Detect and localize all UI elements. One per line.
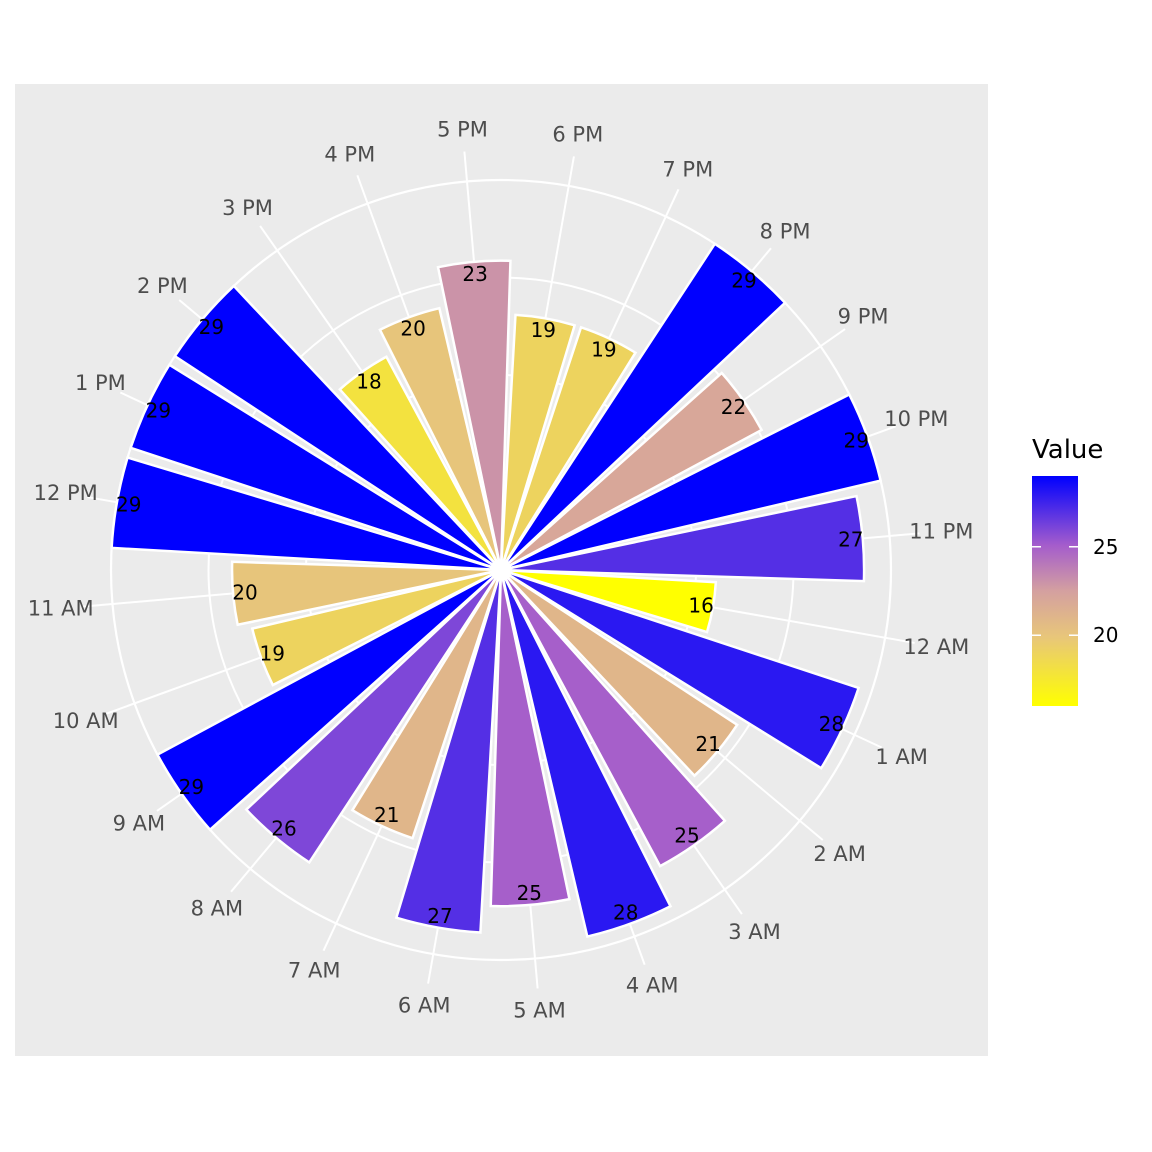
bar-12-pm: [110, 456, 502, 572]
bar-11-am: [230, 560, 502, 627]
bar-3-am: [499, 569, 727, 868]
value-label: 29: [146, 398, 171, 422]
value-label: 25: [674, 824, 699, 848]
tick-label: 3 AM: [728, 920, 781, 944]
tick-label: 12 PM: [34, 481, 98, 505]
bar-2-pm: [173, 284, 502, 572]
bar-5-am: [489, 569, 571, 908]
value-label: 29: [843, 429, 868, 453]
bar-1-pm: [129, 363, 502, 572]
bar-10-pm: [500, 392, 883, 572]
tick-label: 5 AM: [513, 998, 566, 1022]
value-label: 28: [819, 712, 844, 736]
bar-8-pm: [499, 242, 787, 571]
bar-5-pm: [436, 259, 512, 571]
tick-label: 4 PM: [324, 143, 375, 167]
value-label: 20: [400, 317, 425, 341]
value-label: 16: [688, 593, 713, 617]
bar-2-am: [500, 568, 739, 778]
bar-3-pm: [338, 355, 503, 571]
tick-label: 11 PM: [909, 520, 973, 544]
legend-colorbar: [1032, 476, 1078, 706]
bar-8-am: [244, 569, 503, 865]
tick-label: 2 PM: [137, 274, 188, 298]
tick-label: 5 PM: [437, 118, 488, 142]
angle-tick-labels: 12 AM 1 AM 2 AM 3 AM 4 AM 5 AM 6 AM 7 AM 8 AM 9 A…: [28, 118, 974, 1023]
value-label: 29: [731, 268, 756, 292]
tick-label: 9 AM: [113, 812, 166, 836]
tick-label: 6 PM: [552, 123, 603, 147]
bar-7-am: [350, 569, 503, 840]
grid-circle: [109, 178, 893, 962]
value-label: 29: [179, 775, 204, 799]
value-label: 28: [613, 901, 638, 925]
bar-9-am: [155, 568, 502, 832]
tick-label: 7 PM: [662, 157, 713, 181]
legend-tick-label: 25: [1093, 535, 1118, 559]
value-label: 27: [427, 904, 452, 928]
value-label: 29: [199, 315, 224, 339]
value-label: 21: [374, 803, 399, 827]
tick-label: 3 PM: [222, 196, 273, 220]
value-label: 22: [721, 395, 746, 419]
value-label: 19: [259, 641, 284, 665]
tick-label: 6 AM: [398, 993, 451, 1017]
value-label: 27: [838, 527, 863, 551]
bar-1-am: [500, 568, 861, 770]
tick-label: 10 AM: [53, 709, 119, 733]
bar-9-pm: [500, 371, 764, 572]
value-labels-layer: 16 28 21 25 28 25 27 21 26 29 19 20 29 29 29 18 20 23 19 19…: [116, 262, 869, 928]
tick-label: 9 PM: [838, 305, 889, 329]
tick-label: 12 AM: [903, 635, 969, 659]
legend-title: Value: [1032, 435, 1103, 465]
bar-4-am: [499, 569, 673, 939]
tick-label: 10 PM: [884, 407, 948, 431]
value-label: 20: [232, 580, 257, 604]
legend-tick-label: 20: [1093, 623, 1118, 647]
value-label: 18: [356, 370, 381, 394]
bar-6-pm: [499, 313, 577, 571]
tick-label: 2 AM: [813, 842, 866, 866]
bars-layer: [110, 242, 883, 939]
value-label: 19: [591, 337, 616, 361]
bar-6-am: [394, 569, 503, 934]
value-label: 29: [116, 492, 141, 516]
tick-label: 4 AM: [626, 973, 679, 997]
bar-7-pm: [499, 325, 638, 571]
tick-label: 1 AM: [875, 745, 928, 769]
value-label: 25: [517, 881, 542, 905]
tick-label: 8 AM: [191, 897, 244, 921]
value-label: 26: [271, 817, 296, 841]
bar-11-pm: [500, 494, 866, 583]
tick-label: 11 AM: [28, 597, 94, 621]
tick-label: 8 PM: [760, 219, 811, 243]
value-label: 21: [695, 732, 720, 756]
tick-label: 1 PM: [75, 371, 126, 395]
value-label: 19: [531, 318, 556, 342]
bar-4-pm: [378, 306, 503, 571]
value-label: 23: [462, 262, 487, 286]
tick-label: 7 AM: [288, 959, 341, 983]
bar-12-am: [500, 568, 718, 634]
bar-10-am: [250, 568, 502, 687]
